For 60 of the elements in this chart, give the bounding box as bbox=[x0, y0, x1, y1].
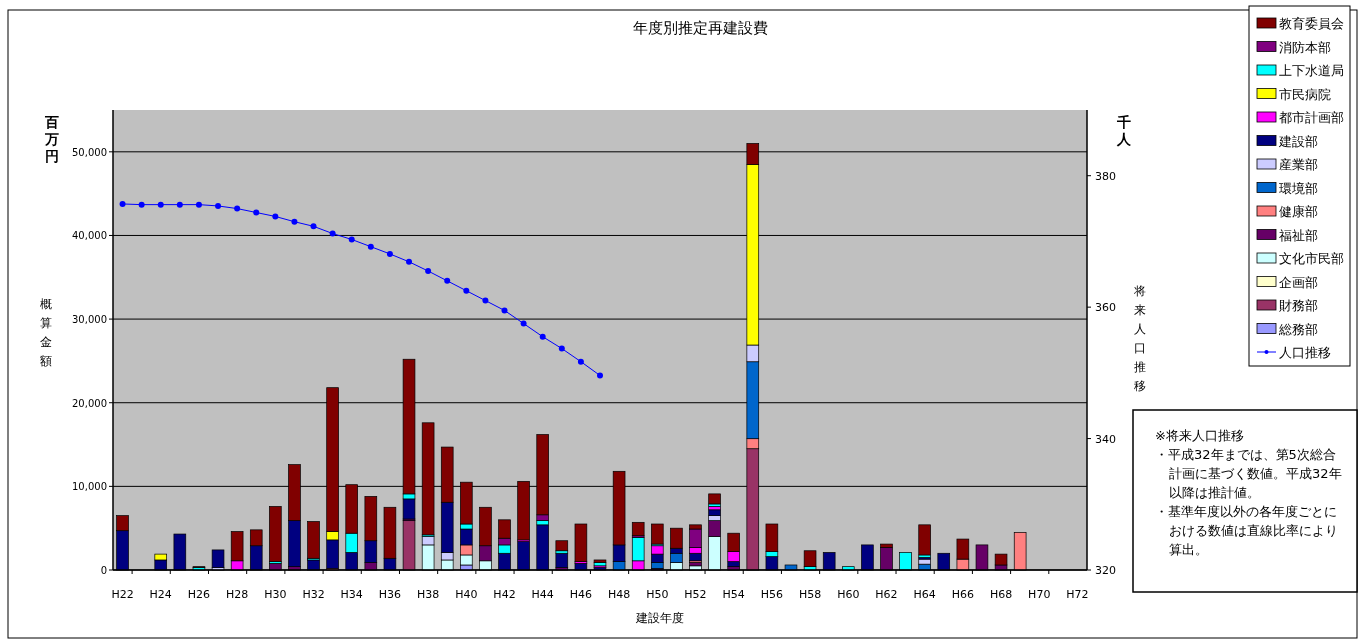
x-tick-label: H42 bbox=[493, 588, 516, 601]
x-tick-label: H58 bbox=[798, 588, 822, 601]
legend-label: 都市計画部 bbox=[1279, 110, 1344, 125]
x-tick-label: H22 bbox=[111, 588, 134, 601]
x-tick-label: H38 bbox=[416, 588, 440, 601]
chart-title: 年度別推定再建設費 bbox=[632, 19, 768, 37]
x-tick-label: H72 bbox=[1066, 588, 1089, 601]
legend-label: 福祉部 bbox=[1279, 227, 1318, 243]
x-tick-label: H24 bbox=[149, 588, 172, 601]
x-tick-label: H54 bbox=[722, 588, 745, 601]
x-tick-label: H28 bbox=[226, 588, 249, 601]
legend-label: 消防本部 bbox=[1279, 39, 1331, 55]
x-tick-label: H52 bbox=[684, 588, 707, 601]
text: 百万円 bbox=[44, 114, 59, 164]
x-tick-label: H32 bbox=[302, 588, 325, 601]
legend-label: 市民病院 bbox=[1279, 86, 1331, 102]
legend-label: 上下水道局 bbox=[1279, 63, 1344, 78]
x-tick-label: H70 bbox=[1028, 588, 1051, 601]
text: 千人 bbox=[1116, 114, 1132, 147]
x-tick-label: H46 bbox=[569, 588, 593, 601]
x-tick-label: H66 bbox=[951, 588, 974, 601]
y2-tick-label: 360 bbox=[1095, 301, 1116, 315]
legend-label: 産業部 bbox=[1279, 157, 1318, 172]
y-tick-label: 40,000 bbox=[72, 230, 107, 242]
legend-label: 建設部 bbox=[1278, 133, 1318, 149]
x-tick-label: H48 bbox=[607, 588, 631, 601]
text: ※将来人口推移 bbox=[1155, 428, 1244, 443]
x-tick-label: H62 bbox=[875, 588, 898, 601]
x-tick-label: H50 bbox=[646, 588, 669, 601]
legend-label: 人口推移 bbox=[1279, 345, 1331, 360]
x-tick-label: H40 bbox=[455, 588, 478, 601]
x-tick-label: H34 bbox=[340, 588, 363, 601]
y2-axis-title: 将来人口推移 bbox=[1133, 284, 1146, 393]
legend-label: 教育委員会 bbox=[1279, 16, 1344, 31]
y2-tick-label: 380 bbox=[1095, 169, 1116, 183]
legend-label: 健康部 bbox=[1279, 204, 1318, 219]
x-tick-label: H30 bbox=[264, 588, 287, 601]
x-tick-label: H44 bbox=[531, 588, 554, 601]
x-axis-title: 建設年度 bbox=[635, 611, 684, 625]
x-tick-label: H26 bbox=[187, 588, 211, 601]
y-axis-title: 概算金額 bbox=[40, 297, 52, 368]
text: ・基準年度以外の各年度ごとにおける数値は直線比率により算出。 bbox=[1155, 504, 1338, 557]
y2-tick-label: 320 bbox=[1095, 564, 1116, 577]
text: ・平成32年までは、第5次総合計画に基づく数値。平成32年以降は推計値。 bbox=[1155, 447, 1342, 500]
legend-label: 環境部 bbox=[1279, 180, 1318, 196]
x-tick-label: H56 bbox=[760, 588, 784, 601]
x-tick-label: H36 bbox=[378, 588, 402, 601]
legend-label: 企画部 bbox=[1279, 274, 1318, 290]
legend-label: 文化市民部 bbox=[1279, 251, 1344, 266]
y-tick-label: 10,000 bbox=[72, 481, 107, 493]
y-tick-label: 30,000 bbox=[72, 314, 107, 326]
y-tick-label: 0 bbox=[100, 565, 107, 576]
y2-tick-label: 340 bbox=[1095, 432, 1116, 446]
x-tick-label: H68 bbox=[989, 588, 1013, 601]
legend-label: 財務部 bbox=[1279, 298, 1318, 313]
y-tick-label: 20,000 bbox=[72, 397, 107, 409]
y-tick-label: 50,000 bbox=[72, 146, 107, 158]
x-tick-label: H60 bbox=[837, 588, 860, 601]
x-tick-label: H64 bbox=[913, 588, 936, 601]
legend-label: 総務部 bbox=[1278, 321, 1318, 337]
